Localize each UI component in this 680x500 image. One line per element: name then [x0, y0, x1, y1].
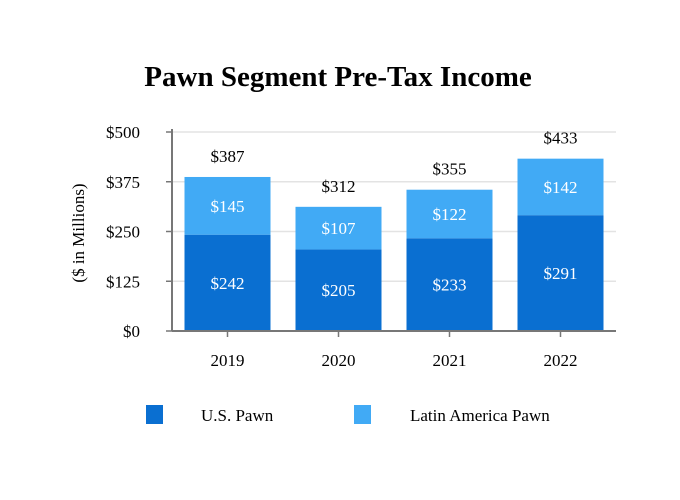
segment-data-label: $107: [322, 219, 357, 238]
bar-us-pawn: [184, 234, 271, 331]
segment-data-label: $142: [544, 178, 578, 197]
legend: U.S. Pawn Latin America Pawn: [146, 405, 550, 425]
segment-data-label: $205: [322, 281, 356, 300]
bar-latin-america-pawn: [517, 158, 604, 216]
y-tick-label: $250: [106, 223, 140, 242]
x-tick-label: 2022: [544, 351, 578, 370]
chart-title: Pawn Segment Pre-Tax Income: [144, 61, 532, 93]
bar-latin-america-pawn: [184, 176, 271, 235]
legend-label: U.S. Pawn: [201, 406, 274, 425]
legend-swatch: [146, 405, 163, 424]
x-tick-label: 2020: [322, 351, 356, 370]
segment-data-label: $233: [433, 276, 467, 295]
x-tick-label: 2021: [433, 351, 467, 370]
total-data-label: $433: [544, 129, 578, 148]
total-data-label: $312: [322, 177, 356, 196]
y-tick-label: $125: [106, 272, 140, 291]
y-tick-label: $375: [106, 173, 140, 192]
legend-label: Latin America Pawn: [410, 406, 550, 425]
axes: $0 $125 $250 $375 $500 2019 2020 2021 2022: [106, 123, 616, 370]
bar-us-pawn: [517, 215, 604, 331]
segment-data-label: $242: [211, 274, 245, 293]
total-data-label: $387: [211, 147, 246, 166]
segment-data-label: $122: [433, 205, 467, 224]
bar-latin-america-pawn: [295, 206, 382, 250]
bar-us-pawn: [406, 238, 493, 331]
segment-data-label: $145: [211, 197, 245, 216]
x-tick-label: 2019: [211, 351, 245, 370]
bar-us-pawn: [295, 249, 382, 331]
y-tick-label: $500: [106, 123, 140, 142]
legend-swatch: [354, 405, 371, 424]
bars: $242 $145 $387 $205 $107 $312 $233 $122 $355 $291…: [184, 129, 604, 331]
bar-latin-america-pawn: [406, 189, 493, 239]
y-tick-label: $0: [123, 322, 140, 341]
total-data-label: $355: [433, 160, 467, 179]
segment-data-label: $291: [544, 264, 578, 283]
y-axis-label: ($ in Millions): [69, 183, 88, 282]
